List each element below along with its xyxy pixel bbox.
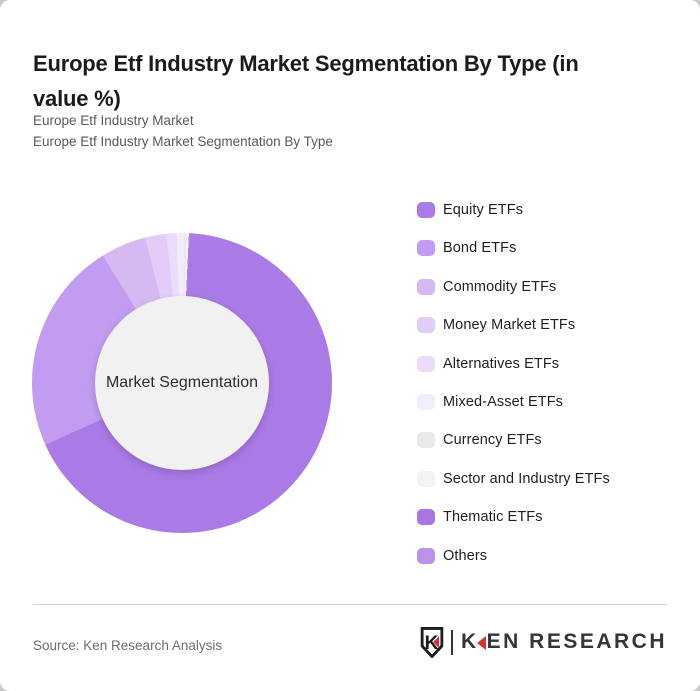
legend-swatch — [417, 509, 435, 526]
legend-swatch — [417, 278, 435, 295]
legend-item-label: Sector and Industry ETFs — [443, 470, 610, 487]
legend-item-label: Others — [443, 547, 488, 564]
logo-separator — [450, 629, 453, 655]
legend: Equity ETFs Bond ETFs Commodity ETFs Money … — [417, 202, 610, 586]
legend-item[interactable]: Money Market ETFs — [417, 317, 610, 334]
legend-item-label: Commodity ETFs — [443, 278, 557, 295]
legend-item-label: Equity ETFs — [443, 202, 524, 218]
legend-item-label: Money Market ETFs — [443, 317, 576, 334]
legend-item[interactable]: Others — [417, 547, 610, 564]
donut-chart[interactable]: Market Segmentation — [32, 233, 332, 533]
legend-swatch — [417, 355, 435, 372]
legend-item[interactable]: Mixed-Asset ETFs — [417, 393, 610, 410]
legend-swatch — [417, 470, 435, 487]
legend-swatch — [417, 202, 435, 218]
legend-item-label: Bond ETFs — [443, 240, 517, 257]
legend-swatch — [417, 432, 435, 449]
legend-item[interactable]: Currency ETFs — [417, 432, 610, 449]
legend-item[interactable]: Alternatives ETFs — [417, 355, 610, 372]
legend-swatch — [417, 240, 435, 257]
source-text: Source: Ken Research Analysis — [33, 638, 223, 653]
legend-item[interactable]: Commodity ETFs — [417, 278, 610, 295]
legend-item-label: Currency ETFs — [443, 432, 542, 449]
svg-text:K: K — [425, 632, 439, 653]
donut-hole: Market Segmentation — [95, 296, 269, 470]
brand-wordmark: K EN RESEARCH — [461, 630, 667, 654]
chart-title: Europe Etf Industry Market Segmentation … — [33, 50, 579, 111]
legend-item-label: Alternatives ETFs — [443, 355, 560, 372]
chart-subtitle: Europe Etf Industry Market Europe Etf In… — [33, 110, 333, 152]
legend-swatch — [417, 393, 435, 410]
subtitle-line-2: Europe Etf Industry Market Segmentation … — [33, 134, 333, 149]
legend-swatch — [417, 317, 435, 334]
legend-item-label: Thematic ETFs — [443, 509, 543, 526]
donut-center-label: Market Segmentation — [105, 374, 259, 391]
legend-item[interactable]: Thematic ETFs — [417, 509, 610, 526]
legend-swatch — [417, 547, 435, 564]
legend-item[interactable]: Bond ETFs — [417, 240, 610, 257]
brand-rest: EN RESEARCH — [486, 630, 667, 653]
divider — [33, 604, 667, 605]
ken-research-logo[interactable]: K K EN RESEARCH — [420, 625, 667, 659]
legend-item-label: Mixed-Asset ETFs — [443, 393, 564, 410]
red-triangle-icon — [476, 635, 486, 650]
legend-item[interactable]: Sector and Industry ETFs — [417, 470, 610, 487]
brand-first-letter: K — [460, 630, 479, 653]
subtitle-line-1: Europe Etf Industry Market — [33, 113, 194, 128]
legend-item[interactable]: Equity ETFs — [417, 202, 610, 218]
ken-research-shield-icon: K — [420, 626, 444, 658]
